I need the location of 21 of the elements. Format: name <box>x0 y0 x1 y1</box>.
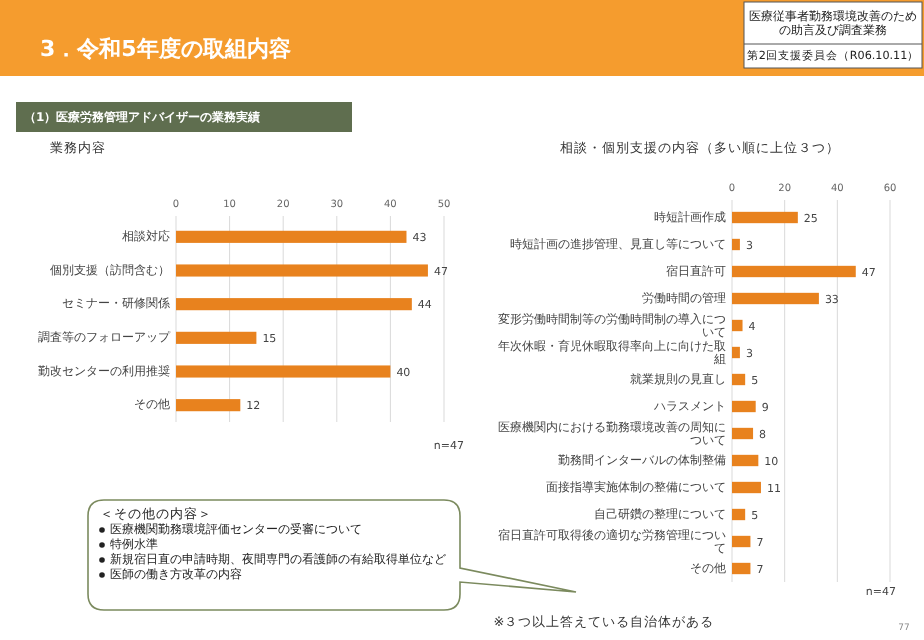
bar <box>732 562 751 575</box>
bar <box>732 238 740 251</box>
bar <box>176 399 241 412</box>
bar <box>732 319 743 332</box>
bar <box>732 454 759 467</box>
bar <box>732 373 746 386</box>
bar <box>732 346 740 359</box>
bar <box>176 230 407 243</box>
bar <box>176 331 257 344</box>
bar <box>732 535 751 548</box>
bar <box>176 365 391 378</box>
bar <box>732 400 756 413</box>
bar <box>176 264 428 277</box>
bar <box>732 481 761 494</box>
bar <box>732 265 856 278</box>
bar <box>732 508 746 521</box>
bar <box>732 292 819 305</box>
text: 3．令和5年度の取組内容 <box>40 36 291 63</box>
bar <box>176 298 412 311</box>
bar <box>732 427 754 440</box>
bar <box>732 211 798 224</box>
